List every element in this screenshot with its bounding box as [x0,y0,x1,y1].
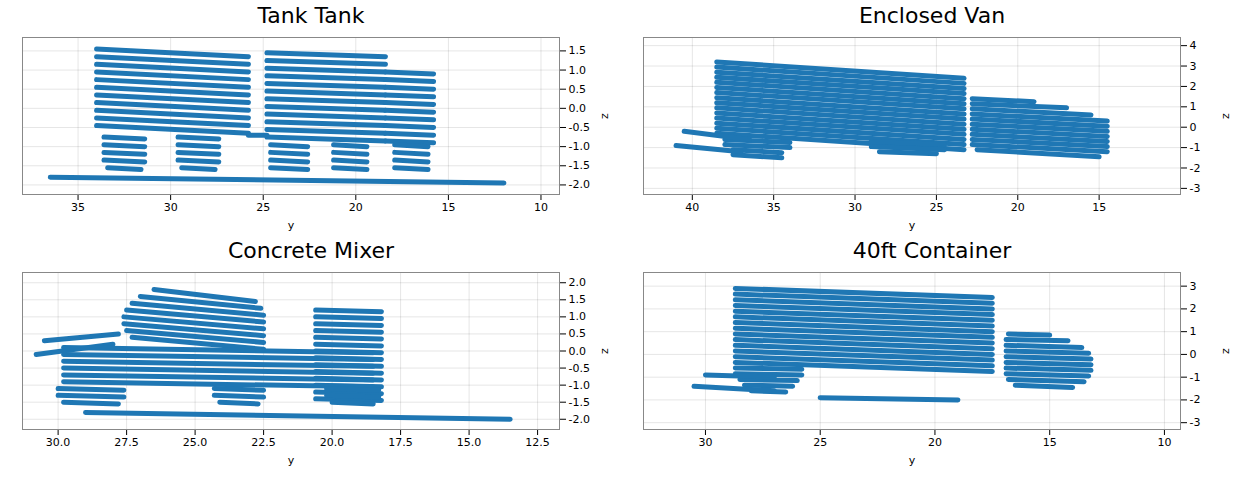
svg-text:-2: -2 [1190,162,1201,175]
svg-text:1: 1 [1190,325,1197,338]
html-text:Enclosed Van: Enclosed Van [858,3,1006,28]
svg-text:-1.0: -1.0 [569,379,590,392]
svg-text:1.5: 1.5 [569,44,587,57]
svg-text:40: 40 [685,201,699,214]
svg-text:0.0: 0.0 [569,102,587,115]
svg-text:-2.0: -2.0 [569,413,590,426]
svg-text:17.5: 17.5 [388,436,413,449]
svg-text:27.5: 27.5 [114,436,139,449]
svg-text:30: 30 [698,436,712,449]
svg-text:15: 15 [441,201,455,214]
svg-text:-1.5: -1.5 [569,159,590,172]
svg-text:2.0: 2.0 [569,276,587,289]
svg-text:-1.5: -1.5 [569,396,590,409]
html-text:Tank Tank: Tank Tank [257,3,365,28]
svg-text:-1: -1 [1190,141,1201,154]
svg-text:-3: -3 [1190,182,1201,195]
svg-text:10: 10 [534,201,548,214]
svg-text:2: 2 [1190,302,1197,315]
svg-text:35: 35 [71,201,85,214]
svg-text:z: z [598,113,611,119]
svg-text:1.0: 1.0 [569,310,587,323]
svg-text:25.0: 25.0 [183,436,208,449]
svg-text:y: y [288,454,295,467]
svg-text:1.5: 1.5 [569,293,587,306]
svg-text:-2.0: -2.0 [569,178,590,191]
svg-text:2: 2 [1190,80,1197,93]
svg-text:20: 20 [1011,201,1025,214]
svg-text:-3: -3 [1190,416,1201,429]
svg-text:y: y [288,219,295,232]
svg-text:z: z [598,348,611,354]
svg-text:35: 35 [767,201,781,214]
svg-text:-1: -1 [1190,371,1201,384]
svg-text:0: 0 [1190,121,1197,134]
svg-text:0.0: 0.0 [569,345,587,358]
svg-text:y: y [909,454,916,467]
svg-text:25: 25 [256,201,270,214]
svg-text:25: 25 [813,436,827,449]
svg-text:-0.5: -0.5 [569,362,590,375]
svg-text:1.0: 1.0 [569,64,587,77]
svg-text:15: 15 [1043,436,1057,449]
svg-text:30: 30 [164,201,178,214]
svg-text:10: 10 [1157,436,1171,449]
svg-text:-2: -2 [1190,393,1201,406]
svg-text:30: 30 [848,201,862,214]
svg-text:15: 15 [1092,201,1106,214]
svg-text:20: 20 [928,436,942,449]
svg-text:15.0: 15.0 [457,436,482,449]
svg-text:0: 0 [1190,348,1197,361]
svg-text:30.0: 30.0 [46,436,71,449]
svg-text:0.5: 0.5 [569,83,587,96]
svg-text:4: 4 [1190,39,1197,52]
svg-text:1: 1 [1190,100,1197,113]
svg-text:12.5: 12.5 [525,436,550,449]
svg-text:25: 25 [929,201,943,214]
svg-text:y: y [909,219,916,232]
html-text:Concrete Mixer: Concrete Mixer [227,238,395,263]
svg-text:0.5: 0.5 [569,327,587,340]
svg-text:3: 3 [1190,280,1197,293]
svg-text:20.0: 20.0 [320,436,345,449]
html-text:40ft Container: 40ft Container [852,238,1012,263]
svg-text:-0.5: -0.5 [569,121,590,134]
svg-text:z: z [1219,348,1232,354]
svg-text:22.5: 22.5 [251,436,276,449]
svg-text:-1.0: -1.0 [569,140,590,153]
svg-text:3: 3 [1190,60,1197,73]
svg-text:20: 20 [349,201,363,214]
svg-text:z: z [1219,113,1232,119]
